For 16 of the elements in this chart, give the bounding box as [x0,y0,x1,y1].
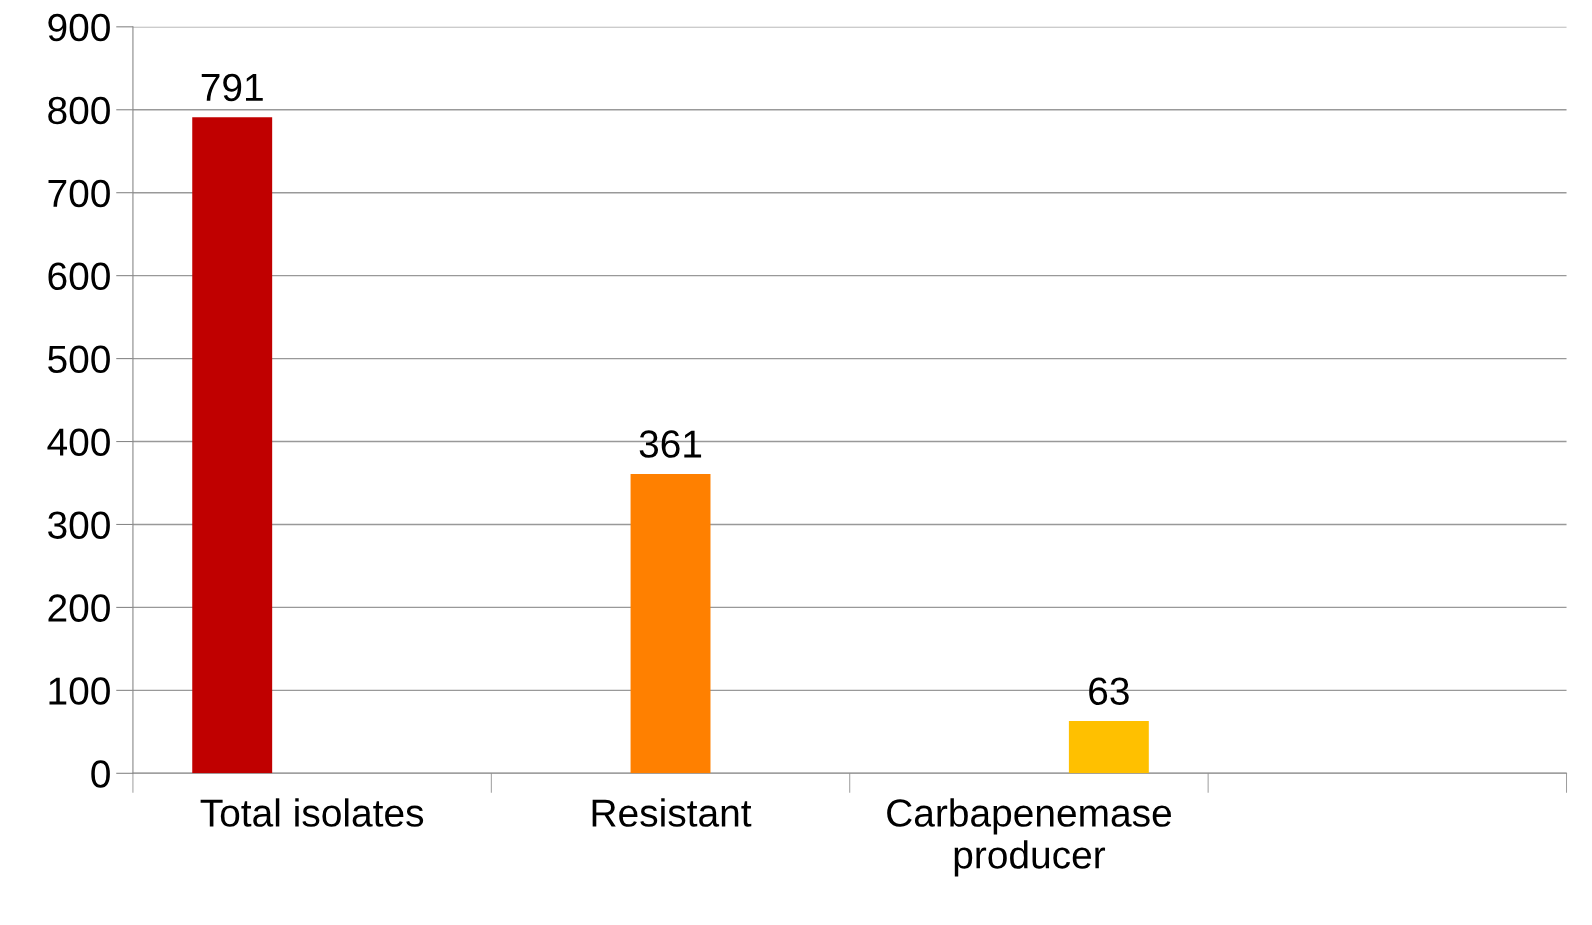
y-tick-label: 900 [48,13,110,42]
x-tick-label: Resistant [592,798,752,827]
y-tick-label: 700 [48,179,110,208]
y-tick-label: 300 [48,511,110,539]
y-tick-label: 400 [47,428,110,457]
y-tick-label: 100 [49,677,110,705]
y-tick-label: 0 [91,760,110,788]
x-tick-label: Carbapenemase producer [887,798,1171,877]
y-tick-label: 800 [48,96,110,125]
data-label: 791 [201,73,263,102]
y-tick-label: 200 [48,594,110,622]
data-label: 361 [639,430,702,458]
data-label: 63 [1089,677,1129,706]
y-tick-label: 600 [48,262,110,291]
y-tick-label: 500 [48,345,110,374]
x-tick-label: Total isolates [200,798,424,827]
